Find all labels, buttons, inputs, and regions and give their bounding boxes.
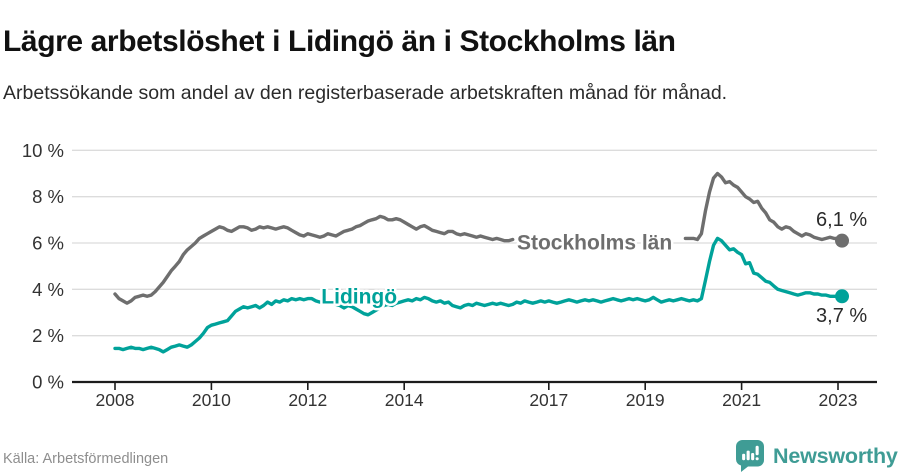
y-axis-tick-label: 0 % bbox=[32, 372, 64, 393]
x-axis-tick-label: 2012 bbox=[288, 390, 327, 410]
y-axis-tick-label: 6 % bbox=[32, 232, 64, 253]
x-axis-tick-label: 2010 bbox=[192, 390, 231, 410]
x-axis-tick-label: 2017 bbox=[529, 390, 568, 410]
newsworthy-speech-bubble-chart-icon bbox=[736, 440, 764, 472]
x-axis-tick-label: 2008 bbox=[96, 390, 135, 410]
series-line-stockholms-län bbox=[683, 171, 844, 243]
y-axis-tick-label: 2 % bbox=[32, 325, 64, 346]
chart-subtitle: Arbetssökande som andel av den registerb… bbox=[3, 81, 728, 104]
y-axis-tick-label: 8 % bbox=[32, 186, 64, 207]
newsworthy-logo: Newsworthy bbox=[736, 440, 898, 472]
series-label-stockholms-län: Stockholms län bbox=[517, 231, 672, 254]
x-axis-tick-label: 2014 bbox=[385, 390, 424, 410]
end-dot-lidingö bbox=[835, 289, 850, 304]
series-line-lidingö bbox=[113, 236, 844, 354]
x-axis-tick-label: 2019 bbox=[626, 390, 665, 410]
newsworthy-wordmark: Newsworthy bbox=[773, 443, 898, 468]
y-axis-tick-label: 10 % bbox=[22, 140, 64, 161]
series-label-lidingö: Lidingö bbox=[321, 286, 397, 309]
end-value-label-lidingö: 3,7 % bbox=[816, 305, 867, 327]
source-note: Källa: Arbetsförmedlingen bbox=[3, 451, 169, 467]
series-line-stockholms-län bbox=[113, 214, 515, 305]
x-axis-tick-label: 2023 bbox=[819, 390, 858, 410]
x-axis-tick-label: 2021 bbox=[722, 390, 761, 410]
end-dot-stockholms-län bbox=[835, 233, 850, 248]
y-axis-tick-label: 4 % bbox=[32, 279, 64, 300]
end-value-label-stockholms-län: 6,1 % bbox=[816, 209, 867, 231]
chart-title: Lägre arbetslöshet i Lidingö än i Stockh… bbox=[3, 25, 676, 59]
